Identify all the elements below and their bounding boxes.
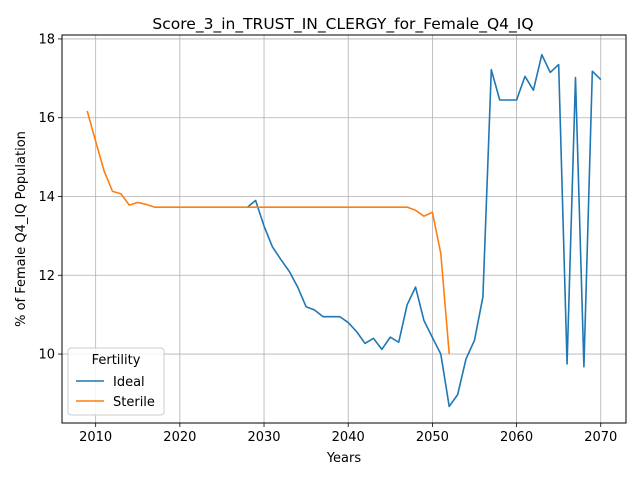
x-axis-title: Years bbox=[326, 451, 362, 466]
x-tick-label: 2010 bbox=[79, 430, 112, 445]
series-line-sterile bbox=[86, 110, 451, 355]
legend-title: Fertility bbox=[92, 353, 141, 368]
legend-box bbox=[67, 347, 165, 416]
legend: Fertility Ideal Sterile bbox=[67, 347, 165, 416]
y-tick-label: 12 bbox=[38, 269, 55, 284]
chart-title: Score_3_in_TRUST_IN_CLERGY_for_Female_Q4… bbox=[152, 15, 533, 34]
y-tick-label: 10 bbox=[38, 348, 55, 363]
y-tick-label: 18 bbox=[38, 32, 55, 47]
legend-label-sterile: Sterile bbox=[113, 395, 155, 410]
plot-frame bbox=[61, 34, 627, 424]
ticks: 2010 2020 2030 2040 2050 2060 2070 10 12 14 16 18 bbox=[38, 32, 617, 445]
x-tick-label: 2060 bbox=[500, 430, 533, 445]
x-tick-label: 2070 bbox=[584, 430, 617, 445]
series-lines bbox=[86, 53, 602, 408]
series-line-ideal bbox=[246, 53, 602, 408]
y-tick-label: 14 bbox=[38, 190, 55, 205]
legend-label-ideal: Ideal bbox=[113, 375, 145, 390]
x-tick-label: 2020 bbox=[163, 430, 196, 445]
x-tick-label: 2040 bbox=[332, 430, 365, 445]
y-axis-title: % of Female Q4_IQ Population bbox=[14, 131, 29, 327]
x-tick-label: 2030 bbox=[247, 430, 280, 445]
x-tick-label: 2050 bbox=[416, 430, 449, 445]
y-tick-label: 16 bbox=[38, 111, 55, 126]
